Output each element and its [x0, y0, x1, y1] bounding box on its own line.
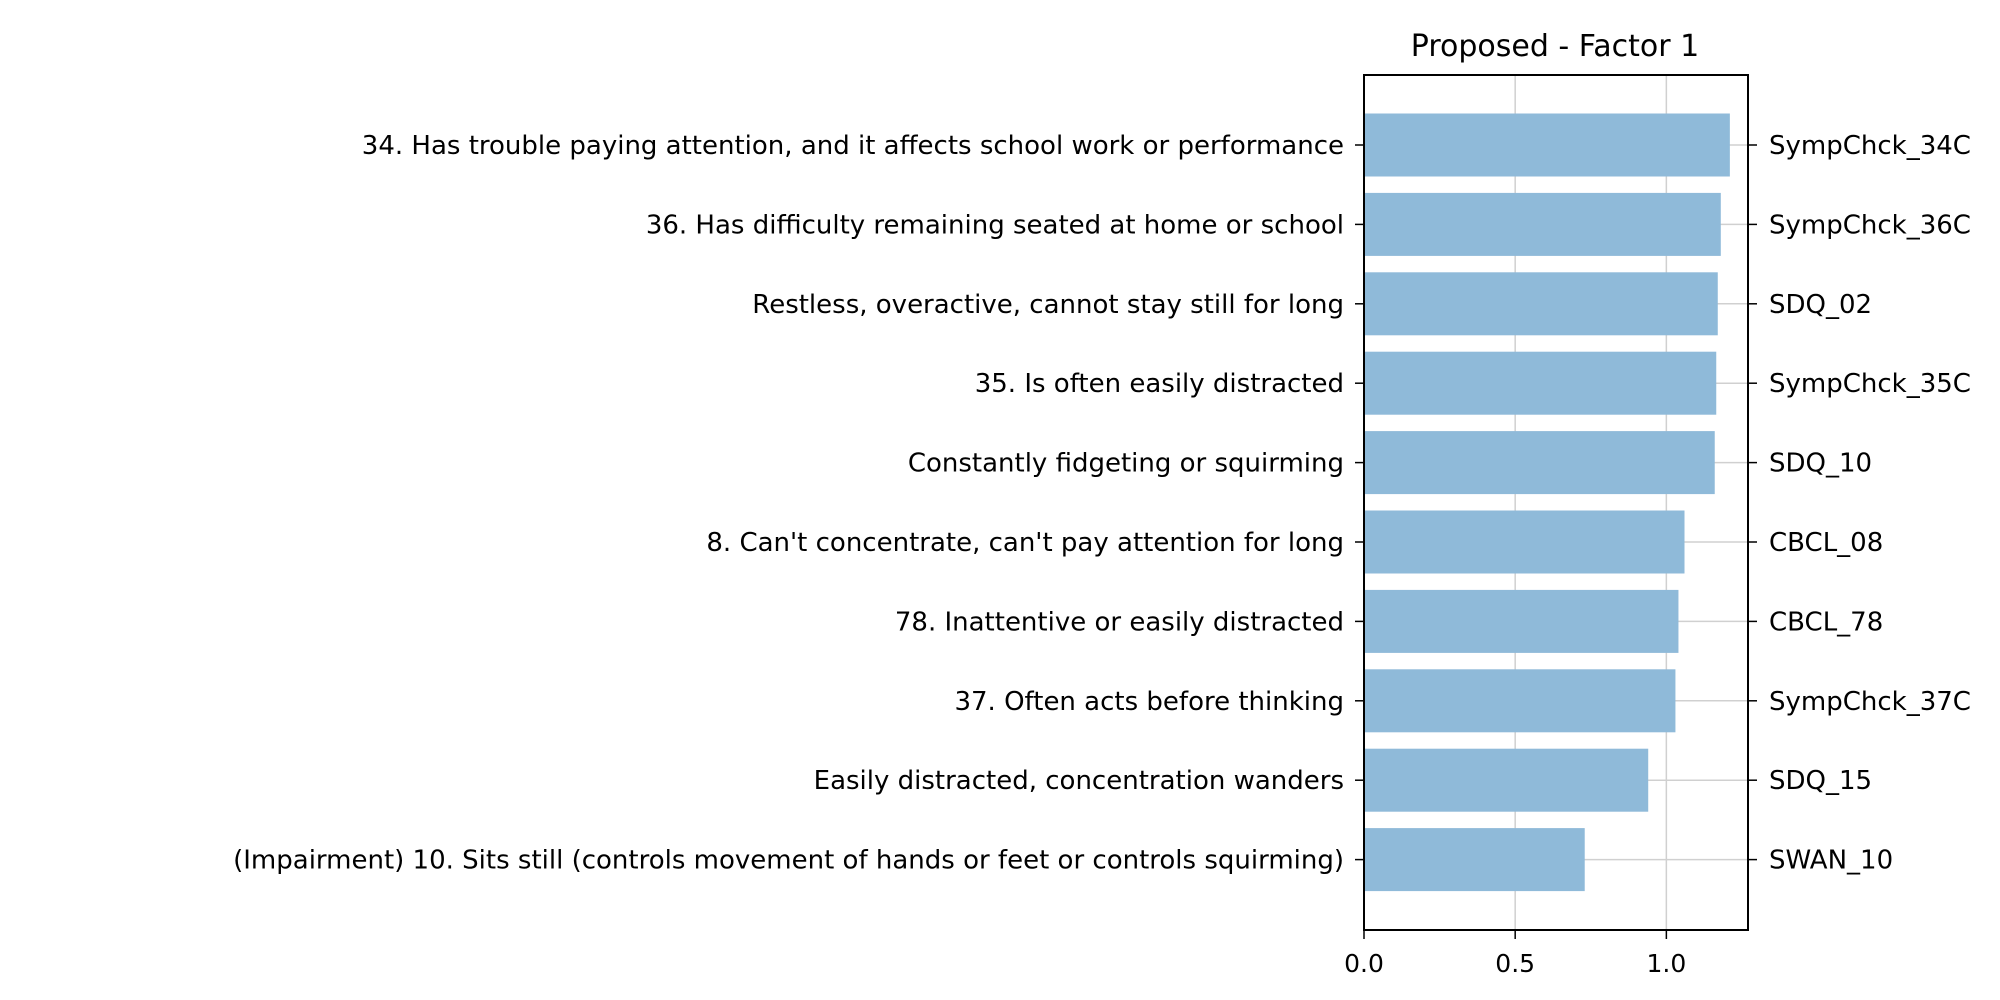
item-label-right-7: SympChck_37C	[1769, 687, 1971, 717]
bar-CBCL_78	[1364, 589, 1679, 653]
labels-layer: 34. Has trouble paying attention, and it…	[233, 131, 1971, 876]
item-label-right-8: SDQ_15	[1769, 766, 1872, 796]
item-label-left-6: 78. Inattentive or easily distracted	[895, 607, 1344, 637]
x-tick-label-1: 0.5	[1495, 949, 1535, 978]
item-label-right-3: SympChck_35C	[1769, 369, 1971, 399]
item-label-left-0: 34. Has trouble paying attention, and it…	[362, 131, 1344, 161]
bar-SympChck_37C	[1364, 669, 1676, 733]
bar-SDQ_15	[1364, 748, 1649, 812]
chart-title: Proposed - Factor 1	[1411, 29, 1699, 64]
bar-SDQ_02	[1364, 272, 1718, 336]
item-label-left-9: (Impairment) 10. Sits still (controls mo…	[233, 846, 1344, 876]
bar-SympChck_34C	[1364, 113, 1730, 177]
bar-SympChck_36C	[1364, 192, 1721, 256]
x-tick-label-2: 1.0	[1646, 949, 1686, 978]
item-label-left-2: Restless, overactive, cannot stay still …	[752, 290, 1344, 320]
plot-frame-layer	[1355, 74, 1757, 931]
item-label-left-5: 8. Can't concentrate, can't pay attentio…	[706, 528, 1344, 558]
item-label-left-1: 36. Has difficulty remaining seated at h…	[646, 210, 1344, 240]
item-label-right-0: SympChck_34C	[1769, 131, 1971, 161]
item-label-left-7: 37. Often acts before thinking	[954, 687, 1344, 717]
item-label-left-8: Easily distracted, concentration wanders	[814, 766, 1344, 796]
item-label-right-2: SDQ_02	[1769, 290, 1872, 320]
item-label-right-6: CBCL_78	[1769, 607, 1883, 637]
x-tick-label-0: 0.0	[1344, 949, 1384, 978]
item-label-right-1: SympChck_36C	[1769, 210, 1971, 240]
item-label-right-5: CBCL_08	[1769, 528, 1883, 558]
item-label-right-9: SWAN_10	[1769, 846, 1893, 876]
bar-CBCL_08	[1364, 510, 1685, 574]
item-label-left-4: Constantly fidgeting or squirming	[908, 449, 1344, 479]
bar-SympChck_35C	[1364, 351, 1717, 415]
item-label-left-3: 35. Is often easily distracted	[975, 369, 1344, 399]
item-label-right-4: SDQ_10	[1769, 449, 1872, 479]
x-axis-ticks: 0.0 0.5 1.0	[1344, 930, 1686, 978]
plot-frame	[1363, 74, 1749, 931]
bar-SWAN_10	[1364, 828, 1585, 892]
bars-layer	[1364, 113, 1730, 892]
bar-SDQ_10	[1364, 431, 1715, 495]
